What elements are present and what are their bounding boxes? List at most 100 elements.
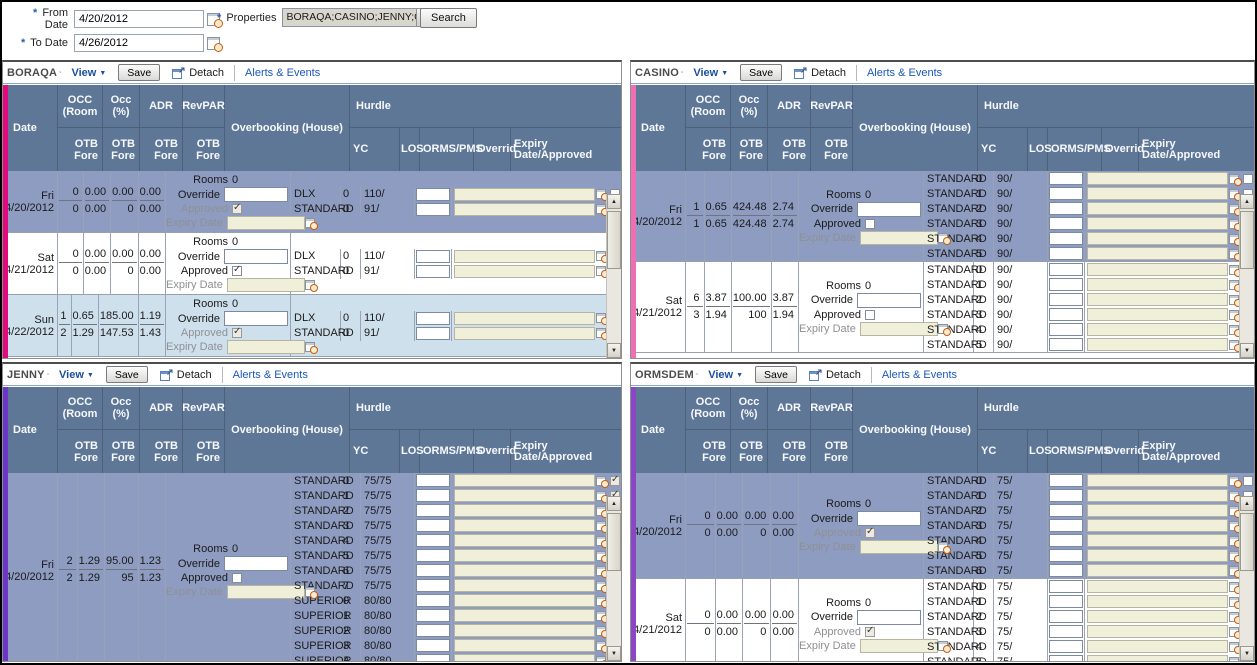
hurdle-override-input[interactable]: [1049, 504, 1083, 517]
calendar-clock-icon[interactable]: [596, 490, 609, 503]
hurdle-expiry-input[interactable]: [454, 202, 595, 216]
hurdle-expiry-input[interactable]: [1087, 549, 1228, 562]
view-menu-button[interactable]: View ▼: [71, 66, 107, 79]
chevron-down-icon[interactable]: ˇ: [695, 374, 699, 381]
approved-checkbox[interactable]: [865, 625, 875, 637]
calendar-clock-icon[interactable]: [304, 341, 318, 354]
hurdle-override-input[interactable]: [1049, 202, 1083, 215]
hurdle-expiry-input[interactable]: [1087, 293, 1228, 306]
hurdle-expiry-input[interactable]: [1087, 187, 1228, 200]
scroll-up-icon[interactable]: ▲: [1240, 496, 1254, 511]
hurdle-expiry-input[interactable]: [1087, 504, 1228, 517]
detach-button[interactable]: Detach: [159, 369, 212, 381]
expiry-date-input[interactable]: [226, 585, 305, 599]
expiry-date-input[interactable]: [859, 540, 938, 554]
hurdle-approved-checkbox[interactable]: [1243, 173, 1253, 184]
hurdle-expiry-input[interactable]: [454, 579, 595, 592]
hurdle-override-input[interactable]: [1049, 187, 1083, 200]
hurdle-override-input[interactable]: [1049, 519, 1083, 532]
override-input[interactable]: [857, 201, 921, 217]
calendar-clock-icon[interactable]: [596, 595, 609, 608]
hurdle-override-input[interactable]: [416, 519, 450, 532]
scrollbar-thumb[interactable]: [607, 513, 621, 571]
approved-checkbox[interactable]: [232, 202, 242, 214]
hurdle-expiry-input[interactable]: [1087, 580, 1228, 593]
hurdle-expiry-input[interactable]: [1087, 308, 1228, 321]
hurdle-expiry-input[interactable]: [454, 187, 595, 201]
vertical-scrollbar[interactable]: ▲ ▼: [1239, 194, 1254, 358]
hurdle-expiry-input[interactable]: [1087, 263, 1228, 276]
hurdle-expiry-input[interactable]: [454, 264, 595, 278]
scroll-down-icon[interactable]: ▼: [607, 646, 621, 661]
hurdle-expiry-input[interactable]: [454, 549, 595, 562]
hurdle-expiry-input[interactable]: [454, 326, 595, 340]
hurdle-expiry-input[interactable]: [454, 504, 595, 517]
approved-checkbox[interactable]: [232, 264, 242, 276]
approved-checkbox[interactable]: [865, 526, 875, 538]
hurdle-override-input[interactable]: [1049, 308, 1083, 321]
search-button[interactable]: Search: [420, 8, 477, 28]
hurdle-override-input[interactable]: [416, 474, 450, 487]
hurdle-override-input[interactable]: [1049, 595, 1083, 608]
view-menu-button[interactable]: View ▼: [59, 368, 94, 381]
hurdle-expiry-input[interactable]: [1087, 610, 1228, 623]
calendar-clock-icon[interactable]: [1229, 475, 1242, 488]
override-input[interactable]: [224, 249, 288, 264]
approved-checkbox[interactable]: [865, 309, 875, 320]
hurdle-override-input[interactable]: [416, 534, 450, 547]
panel-title[interactable]: JENNY: [7, 368, 45, 381]
hurdle-override-input[interactable]: [1049, 232, 1083, 245]
hurdle-override-input[interactable]: [1049, 655, 1083, 661]
scroll-down-icon[interactable]: ▼: [1240, 343, 1254, 358]
hurdle-override-input[interactable]: [1049, 278, 1083, 291]
hurdle-expiry-input[interactable]: [1087, 278, 1228, 291]
calendar-clock-icon[interactable]: [937, 323, 951, 336]
hurdle-override-input[interactable]: [416, 187, 450, 201]
vertical-scrollbar[interactable]: ▲ ▼: [606, 496, 621, 661]
hurdle-expiry-input[interactable]: [454, 609, 595, 622]
hurdle-expiry-input[interactable]: [1087, 338, 1228, 351]
calendar-clock-icon[interactable]: [937, 640, 951, 653]
hurdle-override-input[interactable]: [1049, 534, 1083, 547]
override-input[interactable]: [224, 311, 288, 326]
properties-select[interactable]: BORAQA;CASINO;JENNY;ORMSI ▼: [282, 8, 433, 27]
chevron-down-icon[interactable]: ˇ: [46, 374, 50, 381]
alerts-events-link[interactable]: Alerts & Events: [245, 66, 321, 79]
scroll-up-icon[interactable]: ▲: [607, 194, 621, 209]
hurdle-override-input[interactable]: [1049, 263, 1083, 276]
from-date-input[interactable]: [74, 10, 204, 28]
calendar-clock-icon[interactable]: [304, 279, 318, 292]
save-button[interactable]: Save: [105, 366, 148, 383]
hurdle-override-input[interactable]: [416, 654, 450, 661]
hurdle-override-input[interactable]: [416, 249, 450, 263]
approved-checkbox[interactable]: [232, 326, 242, 338]
hurdle-expiry-input[interactable]: [454, 594, 595, 607]
scroll-down-icon[interactable]: ▼: [1240, 646, 1254, 661]
hurdle-override-input[interactable]: [416, 579, 450, 592]
calendar-clock-icon[interactable]: [207, 12, 223, 28]
hurdle-override-input[interactable]: [1049, 564, 1083, 577]
hurdle-override-input[interactable]: [416, 202, 450, 216]
override-input[interactable]: [224, 187, 288, 202]
panel-title[interactable]: CASINO: [635, 66, 679, 79]
hurdle-expiry-input[interactable]: [454, 654, 595, 661]
hurdle-expiry-input[interactable]: [1087, 202, 1228, 215]
hurdle-expiry-input[interactable]: [454, 624, 595, 637]
calendar-clock-icon[interactable]: [1229, 490, 1242, 503]
calendar-clock-icon[interactable]: [596, 505, 609, 518]
expiry-date-input[interactable]: [226, 216, 305, 230]
save-button[interactable]: Save: [118, 64, 161, 81]
hurdle-override-input[interactable]: [1049, 474, 1083, 487]
hurdle-override-input[interactable]: [1049, 549, 1083, 562]
chevron-down-icon[interactable]: ˇ: [59, 72, 62, 79]
scroll-up-icon[interactable]: ▲: [607, 496, 621, 511]
hurdle-override-input[interactable]: [416, 264, 450, 278]
hurdle-override-input[interactable]: [1049, 338, 1083, 351]
calendar-clock-icon[interactable]: [937, 232, 951, 245]
hurdle-expiry-input[interactable]: [1087, 489, 1228, 502]
hurdle-override-input[interactable]: [1049, 293, 1083, 306]
hurdle-expiry-input[interactable]: [1087, 655, 1228, 661]
hurdle-override-input[interactable]: [1049, 217, 1083, 230]
hurdle-override-input[interactable]: [416, 624, 450, 637]
hurdle-expiry-input[interactable]: [454, 639, 595, 652]
